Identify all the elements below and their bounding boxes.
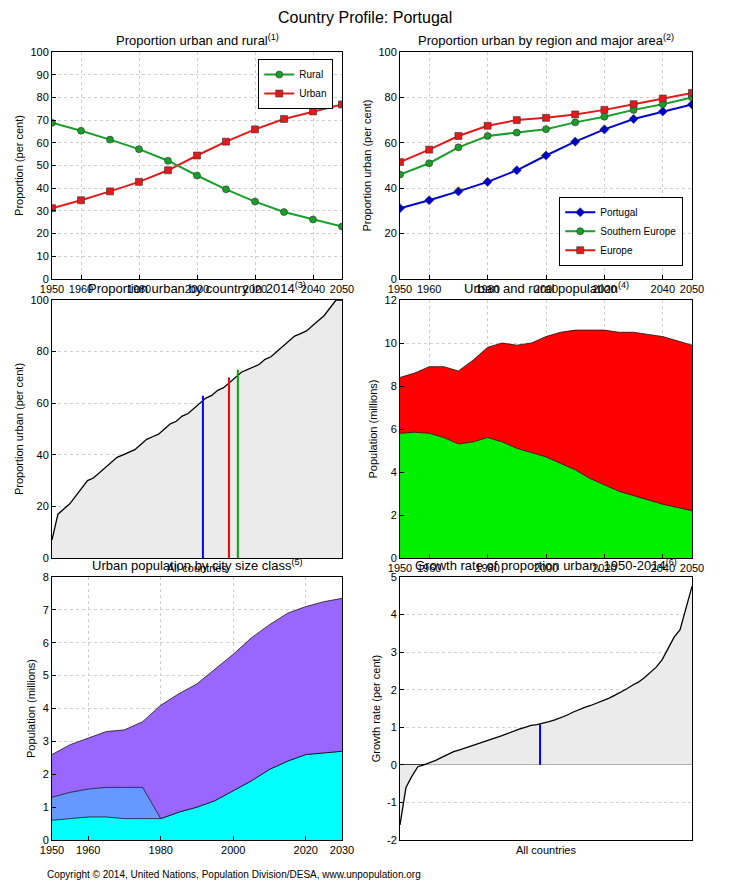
svg-text:3: 3 xyxy=(43,735,49,747)
svg-text:5: 5 xyxy=(43,669,49,681)
svg-text:80: 80 xyxy=(37,345,49,357)
svg-text:8: 8 xyxy=(43,571,49,583)
svg-text:40: 40 xyxy=(385,182,397,194)
svg-text:2000: 2000 xyxy=(534,562,558,574)
svg-text:10: 10 xyxy=(37,250,49,262)
svg-text:0: 0 xyxy=(43,552,49,564)
svg-text:1960: 1960 xyxy=(417,562,441,574)
svg-text:60: 60 xyxy=(37,397,49,409)
svg-text:70: 70 xyxy=(37,114,49,126)
svg-text:2050: 2050 xyxy=(330,283,354,295)
svg-text:100: 100 xyxy=(30,294,48,306)
svg-text:Proportion urban by region and: Proportion urban by region and major are… xyxy=(418,32,674,48)
svg-text:Urban: Urban xyxy=(299,88,326,99)
svg-text:0: 0 xyxy=(43,834,49,846)
svg-text:1: 1 xyxy=(43,801,49,813)
svg-text:40: 40 xyxy=(37,182,49,194)
svg-text:0: 0 xyxy=(391,273,397,285)
svg-text:1950: 1950 xyxy=(388,283,412,295)
svg-text:1950: 1950 xyxy=(388,562,412,574)
svg-text:Country Profile: Portugal: Country Profile: Portugal xyxy=(278,9,452,26)
svg-text:2020: 2020 xyxy=(592,562,616,574)
svg-text:-1: -1 xyxy=(387,796,397,808)
svg-text:1950: 1950 xyxy=(40,283,64,295)
svg-text:4: 4 xyxy=(391,608,397,620)
svg-text:2040: 2040 xyxy=(301,283,325,295)
svg-text:12: 12 xyxy=(385,294,397,306)
svg-text:20: 20 xyxy=(385,227,397,239)
svg-text:Proportion urban and rural​(1): Proportion urban and rural​(1)​ xyxy=(116,32,279,48)
svg-text:Portugal: Portugal xyxy=(600,207,637,218)
svg-text:1980: 1980 xyxy=(475,283,499,295)
svg-text:3: 3 xyxy=(391,646,397,658)
svg-text:0: 0 xyxy=(391,552,397,564)
svg-text:5: 5 xyxy=(391,571,397,583)
svg-text:90: 90 xyxy=(37,69,49,81)
svg-text:2000: 2000 xyxy=(185,283,209,295)
svg-text:100: 100 xyxy=(378,46,396,58)
svg-text:7: 7 xyxy=(43,604,49,616)
svg-text:1960: 1960 xyxy=(417,283,441,295)
svg-text:100: 100 xyxy=(30,46,48,58)
svg-text:Growth rate (per cent): Growth rate (per cent) xyxy=(370,655,382,763)
svg-text:Population (millions): Population (millions) xyxy=(367,379,379,478)
svg-text:1960: 1960 xyxy=(76,844,100,856)
svg-text:1: 1 xyxy=(391,721,397,733)
svg-text:10: 10 xyxy=(385,337,397,349)
svg-text:20: 20 xyxy=(37,227,49,239)
svg-text:-2: -2 xyxy=(387,834,397,846)
svg-text:8: 8 xyxy=(391,380,397,392)
svg-text:2000: 2000 xyxy=(534,283,558,295)
svg-text:6: 6 xyxy=(391,423,397,435)
svg-text:1980: 1980 xyxy=(475,562,499,574)
svg-text:2040: 2040 xyxy=(651,283,675,295)
svg-text:20: 20 xyxy=(37,500,49,512)
svg-text:Europe: Europe xyxy=(600,245,633,256)
svg-text:Growth rate of proportion urba: Growth rate of proportion urban, 1950-20… xyxy=(415,557,677,573)
svg-text:2: 2 xyxy=(391,684,397,696)
svg-text:All countries: All countries xyxy=(516,844,576,856)
svg-text:Urban population by city size: Urban population by city size class​(5)​ xyxy=(92,557,303,573)
svg-text:Copyright © 2014, United Natio: Copyright © 2014, United Nations, Popula… xyxy=(47,869,421,880)
svg-text:2030: 2030 xyxy=(330,844,354,856)
svg-text:Southern Europe: Southern Europe xyxy=(600,226,676,237)
svg-text:Proportion urban (per cent): Proportion urban (per cent) xyxy=(361,99,373,231)
svg-text:Population (millions): Population (millions) xyxy=(25,659,37,758)
svg-text:2020: 2020 xyxy=(294,844,318,856)
svg-text:Rural: Rural xyxy=(299,69,323,80)
svg-text:Urban and rural population​(4): Urban and rural population​(4)​ xyxy=(464,280,629,296)
svg-text:2020: 2020 xyxy=(243,283,267,295)
svg-text:4: 4 xyxy=(43,702,49,714)
svg-text:80: 80 xyxy=(385,91,397,103)
svg-text:Proportion urban (per cent): Proportion urban (per cent) xyxy=(13,363,25,495)
svg-text:2040: 2040 xyxy=(651,562,675,574)
svg-text:60: 60 xyxy=(37,137,49,149)
svg-text:1960: 1960 xyxy=(69,283,93,295)
svg-text:6: 6 xyxy=(43,637,49,649)
svg-text:Proportion (per cent): Proportion (per cent) xyxy=(13,115,25,216)
svg-text:4: 4 xyxy=(391,466,397,478)
svg-text:0: 0 xyxy=(43,273,49,285)
svg-text:All countries: All countries xyxy=(167,562,227,574)
svg-text:50: 50 xyxy=(37,159,49,171)
svg-text:80: 80 xyxy=(37,91,49,103)
svg-text:30: 30 xyxy=(37,205,49,217)
svg-text:2: 2 xyxy=(43,768,49,780)
svg-text:2050: 2050 xyxy=(680,283,704,295)
svg-text:2020: 2020 xyxy=(592,283,616,295)
svg-text:0: 0 xyxy=(391,759,397,771)
svg-text:1980: 1980 xyxy=(127,283,151,295)
svg-text:40: 40 xyxy=(37,449,49,461)
svg-text:Proportion urban by country in: Proportion urban by country in 2014​(3)​ xyxy=(88,280,306,296)
svg-text:1980: 1980 xyxy=(149,844,173,856)
svg-text:2000: 2000 xyxy=(221,844,245,856)
svg-text:1950: 1950 xyxy=(40,844,64,856)
svg-text:60: 60 xyxy=(385,137,397,149)
svg-text:2: 2 xyxy=(391,509,397,521)
svg-text:2050: 2050 xyxy=(680,562,704,574)
